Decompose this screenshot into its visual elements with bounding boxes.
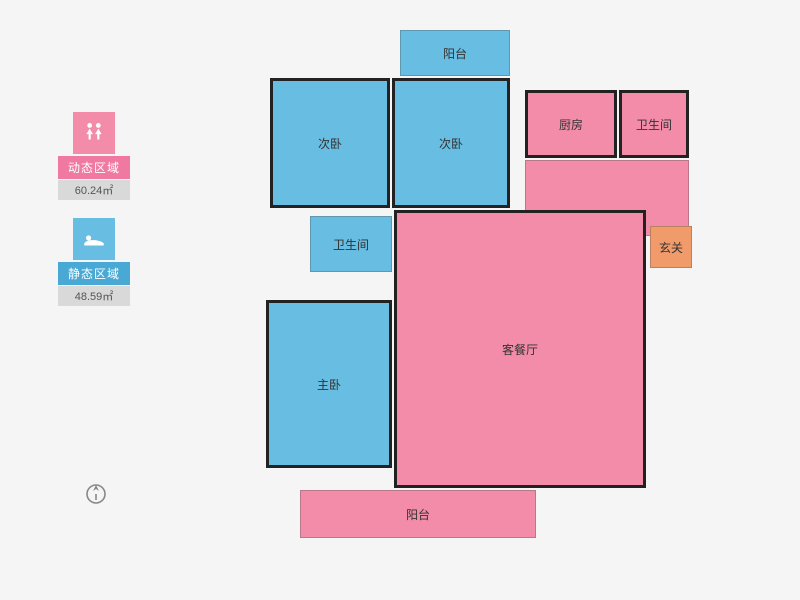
room-label: 卫生间 bbox=[333, 236, 369, 253]
room-kitchen: 厨房 bbox=[525, 90, 617, 158]
room-label: 阳台 bbox=[443, 45, 467, 62]
legend: 动态区域 60.24㎡ 静态区域 48.59㎡ bbox=[58, 112, 130, 324]
legend-dynamic-value: 60.24㎡ bbox=[58, 180, 130, 200]
room-label: 阳台 bbox=[406, 506, 430, 523]
legend-static-label: 静态区域 bbox=[58, 262, 130, 285]
room-label: 厨房 bbox=[559, 116, 583, 133]
room-sec_bed_left: 次卧 bbox=[270, 78, 390, 208]
room-balcony_bot: 阳台 bbox=[300, 490, 536, 538]
legend-static: 静态区域 48.59㎡ bbox=[58, 218, 130, 306]
room-label: 玄关 bbox=[659, 239, 683, 256]
room-bath_right: 卫生间 bbox=[619, 90, 689, 158]
room-entry: 玄关 bbox=[650, 226, 692, 268]
room-master_bed: 主卧 bbox=[266, 300, 392, 468]
sleep-icon bbox=[73, 218, 115, 260]
room-label: 次卧 bbox=[439, 135, 463, 152]
room-bath_left: 卫生间 bbox=[310, 216, 392, 272]
room-living: 客餐厅 bbox=[394, 210, 646, 488]
room-label: 卫生间 bbox=[636, 116, 672, 133]
people-icon bbox=[73, 112, 115, 154]
floorplan: 阳台次卧次卧厨房卫生间卫生间玄关客餐厅主卧阳台 bbox=[240, 30, 740, 570]
room-label: 次卧 bbox=[318, 135, 342, 152]
legend-static-value: 48.59㎡ bbox=[58, 286, 130, 306]
room-sec_bed_right: 次卧 bbox=[392, 78, 510, 208]
room-balcony_top: 阳台 bbox=[400, 30, 510, 76]
legend-dynamic: 动态区域 60.24㎡ bbox=[58, 112, 130, 200]
compass-icon bbox=[82, 478, 110, 506]
room-label: 客餐厅 bbox=[502, 341, 538, 358]
legend-dynamic-label: 动态区域 bbox=[58, 156, 130, 179]
room-label: 主卧 bbox=[317, 376, 341, 393]
